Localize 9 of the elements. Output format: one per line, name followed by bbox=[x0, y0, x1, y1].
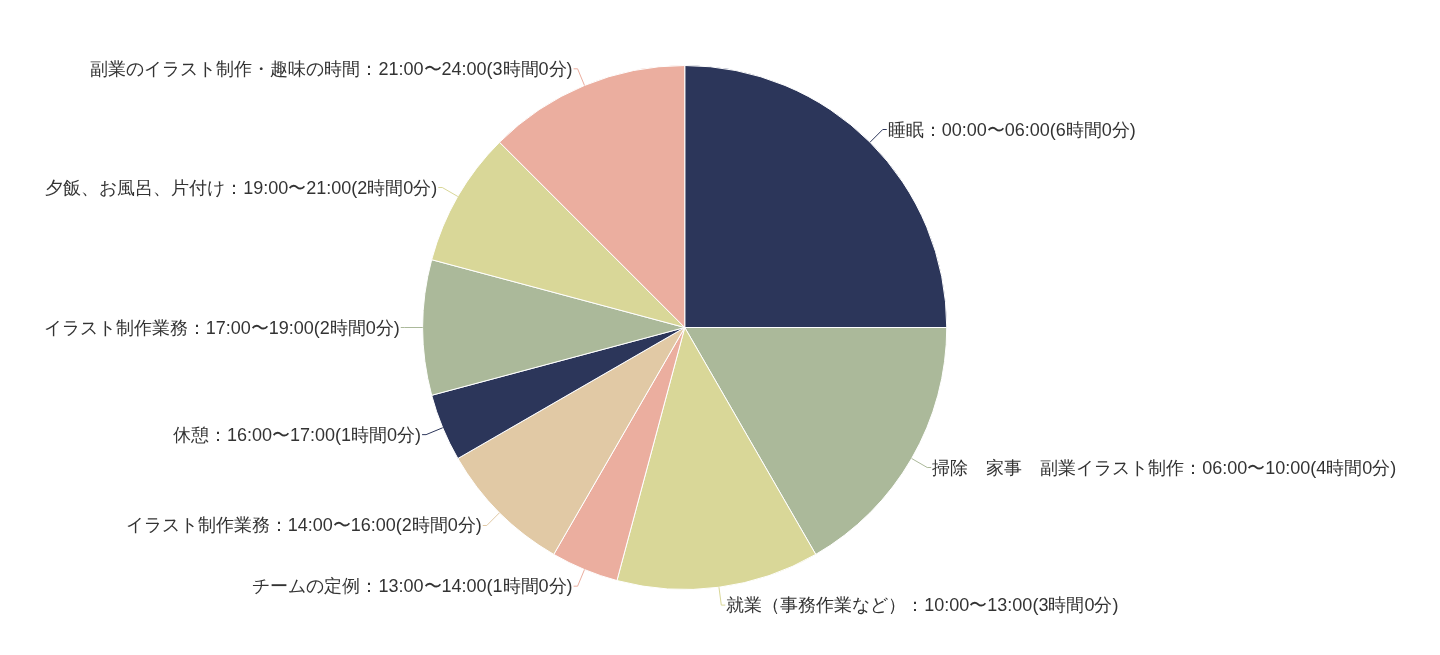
slice-label: 掃除 家事 副業イラスト制作：06:00〜10:00(4時間0分) bbox=[932, 457, 1397, 478]
slice-label: 副業のイラスト制作・趣味の時間：21:00〜24:00(3時間0分) bbox=[90, 58, 573, 79]
slice-label: イラスト制作業務：17:00〜19:00(2時間0分) bbox=[43, 317, 400, 338]
slice-label: チームの定例：13:00〜14:00(1時間0分) bbox=[252, 576, 573, 597]
slice-label: 休憩：16:00〜17:00(1時間0分) bbox=[172, 424, 422, 445]
slice-label: 就業（事務作業など）：10:00〜13:00(3時間0分) bbox=[726, 595, 1119, 616]
slice-label: イラスト制作業務：14:00〜16:00(2時間0分) bbox=[125, 515, 482, 536]
slice-label: 夕飯、お風呂、片付け：19:00〜21:00(2時間0分) bbox=[45, 177, 438, 198]
slice-label: 睡眠：00:00〜06:00(6時間0分) bbox=[887, 119, 1136, 140]
